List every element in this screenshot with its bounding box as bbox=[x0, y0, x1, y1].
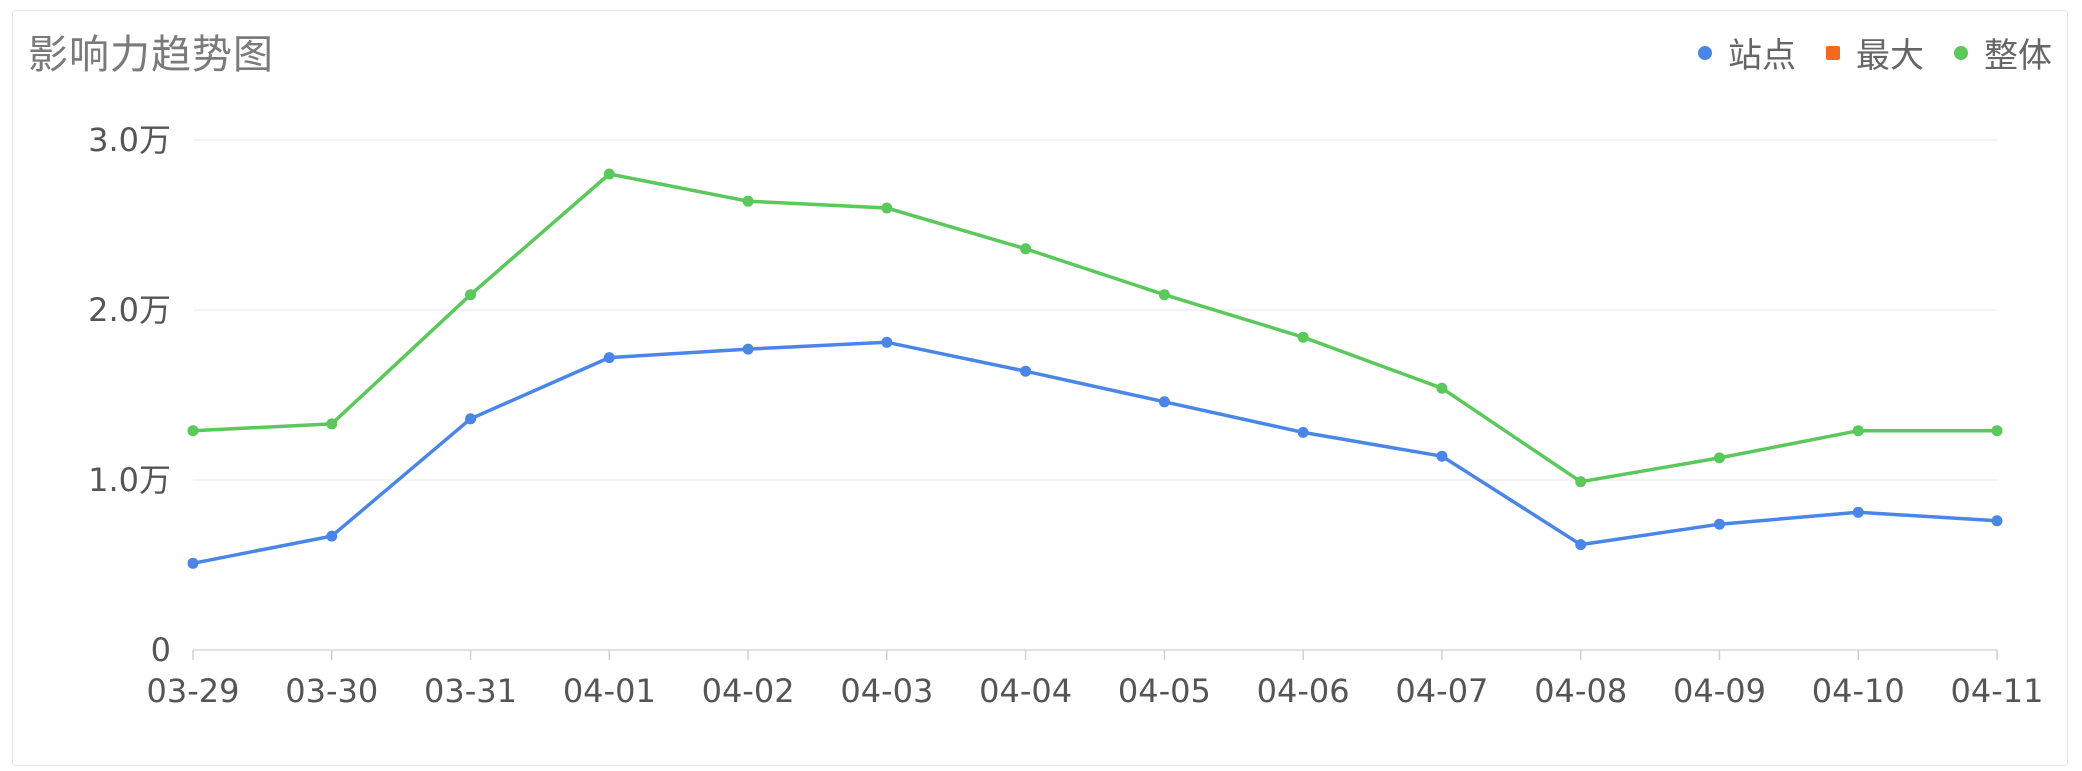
legend-dot-max bbox=[1826, 45, 1840, 60]
series-line-2 bbox=[192, 172, 1997, 484]
data-point[interactable] bbox=[1575, 539, 1587, 551]
x-tick-label: 04-05 bbox=[1118, 672, 1211, 710]
x-tick-label: 04-04 bbox=[979, 672, 1072, 710]
y-tick-label: 0 bbox=[151, 631, 171, 669]
legend-item-max[interactable]: 最大 bbox=[1826, 28, 1924, 77]
data-point[interactable] bbox=[187, 557, 199, 569]
data-point[interactable] bbox=[1297, 426, 1309, 438]
x-tick-label: 04-02 bbox=[702, 672, 795, 710]
data-point[interactable] bbox=[742, 195, 754, 207]
legend-label-site: 站点 bbox=[1728, 36, 1796, 76]
grid-lines bbox=[193, 139, 1997, 651]
data-point[interactable] bbox=[1158, 396, 1170, 408]
x-axis-labels: 03-29 03-30 03-31 04-01 04-02 04-03 04-04 04-05… bbox=[147, 672, 2044, 710]
series-points bbox=[187, 168, 2003, 569]
data-point[interactable] bbox=[187, 425, 199, 437]
series-lines bbox=[192, 172, 1998, 566]
data-point[interactable] bbox=[1158, 289, 1170, 301]
x-tick-label: 03-31 bbox=[424, 672, 517, 710]
chart-legend: 站点 最大 整体 bbox=[1698, 28, 2052, 77]
x-tick-label: 03-30 bbox=[285, 672, 378, 710]
y-tick-label: 3.0万 bbox=[88, 121, 171, 159]
data-point[interactable] bbox=[465, 413, 477, 425]
x-tick-label: 04-01 bbox=[563, 672, 656, 710]
data-point[interactable] bbox=[326, 418, 338, 430]
x-tick-label: 04-08 bbox=[1534, 672, 1627, 710]
data-point[interactable] bbox=[742, 343, 754, 355]
y-tick-label: 2.0万 bbox=[88, 291, 171, 329]
x-tick-label: 04-09 bbox=[1673, 672, 1766, 710]
legend-item-site[interactable]: 站点 bbox=[1698, 28, 1796, 77]
legend-dot-site bbox=[1698, 45, 1712, 60]
legend-item-overall[interactable]: 整体 bbox=[1954, 28, 2052, 77]
y-axis-labels: 0 1.0万 2.0万 3.0万 bbox=[88, 121, 171, 669]
data-point[interactable] bbox=[1436, 450, 1448, 462]
x-tick-label: 04-03 bbox=[840, 672, 933, 710]
data-point[interactable] bbox=[881, 336, 893, 348]
data-point[interactable] bbox=[881, 202, 893, 214]
data-point[interactable] bbox=[1575, 476, 1587, 488]
x-axis bbox=[192, 650, 1998, 660]
x-tick-label: 04-07 bbox=[1395, 672, 1488, 710]
series-line-0 bbox=[192, 340, 1998, 566]
data-point[interactable] bbox=[1020, 243, 1032, 255]
data-point[interactable] bbox=[326, 530, 338, 542]
x-tick-label: 04-06 bbox=[1257, 672, 1350, 710]
x-tick-label: 04-10 bbox=[1812, 672, 1905, 710]
data-point[interactable] bbox=[603, 352, 615, 364]
data-point[interactable] bbox=[465, 289, 477, 301]
data-point[interactable] bbox=[1991, 425, 2003, 437]
legend-label-max: 最大 bbox=[1856, 36, 1924, 76]
data-point[interactable] bbox=[1436, 382, 1448, 394]
data-point[interactable] bbox=[1020, 365, 1032, 377]
legend-dot-overall bbox=[1954, 45, 1968, 60]
chart-title: 影响力趋势图 bbox=[28, 32, 274, 78]
data-point[interactable] bbox=[1713, 452, 1725, 464]
chart-panel bbox=[12, 10, 2068, 766]
data-point[interactable] bbox=[603, 168, 615, 180]
data-point[interactable] bbox=[1991, 515, 2003, 527]
data-point[interactable] bbox=[1297, 331, 1309, 343]
x-tick-label: 04-11 bbox=[1951, 672, 2044, 710]
y-tick-label: 1.0万 bbox=[88, 461, 171, 499]
data-point[interactable] bbox=[1852, 425, 1864, 437]
data-point[interactable] bbox=[1852, 506, 1864, 518]
x-tick-label: 03-29 bbox=[147, 672, 240, 710]
data-point[interactable] bbox=[1713, 518, 1725, 530]
legend-label-overall: 整体 bbox=[1984, 36, 2052, 76]
